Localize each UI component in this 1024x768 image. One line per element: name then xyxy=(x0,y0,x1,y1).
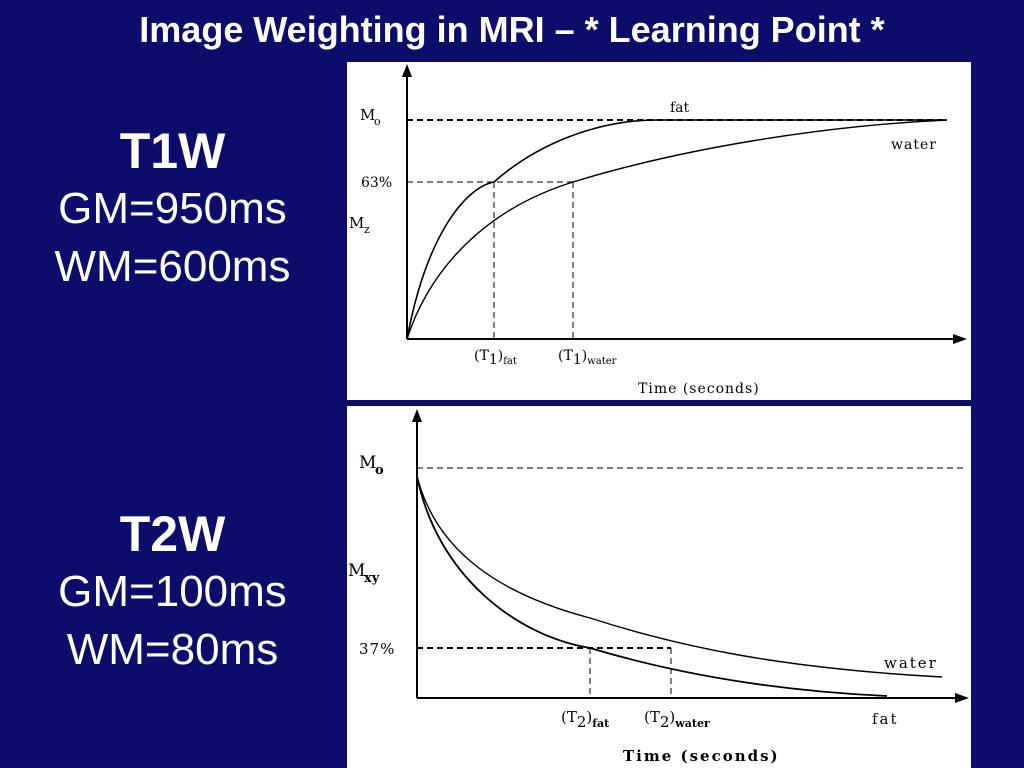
t2-m0-label: M xyxy=(359,453,376,473)
t1-water-t1-label: (T1)water xyxy=(558,348,617,368)
t1-mz-label: M xyxy=(349,214,364,232)
t1-m0-subscript: o xyxy=(374,115,381,128)
t2-37pct-label: 37% xyxy=(359,640,395,658)
t2-y-axis-arrow xyxy=(412,409,422,422)
t1-water-t1-main: (T xyxy=(558,348,573,364)
t1-fat-t1-sub: fat xyxy=(503,356,517,367)
t1-mz-subscript: z xyxy=(364,223,370,236)
t1-water-curve xyxy=(406,119,948,340)
t2-fat-curve xyxy=(416,475,888,697)
t1-recovery-diagram: M o 63% M z fat water (T1)fat (T1)water … xyxy=(347,62,971,400)
t2-water-t2-label: (T2)water xyxy=(644,708,710,731)
t1-water-series-label: water xyxy=(891,137,937,153)
t1-fat-t1-close: ) xyxy=(498,348,503,364)
t2-decay-diagram: M o M xy 37% water fat (T2)fat (T2)water… xyxy=(347,406,971,768)
t1-fat-t1-label: (T1)fat xyxy=(474,348,517,368)
t2-water-series-label: water xyxy=(884,654,938,672)
t1-water-t1-close: ) xyxy=(582,348,587,364)
t2-mxy-label: M xyxy=(348,561,365,581)
slide-title: Image Weighting in MRI – * Learning Poin… xyxy=(139,9,885,50)
t1-fat-t1-num: 1 xyxy=(489,352,498,368)
t2-fat-t2-sub: fat xyxy=(592,717,610,730)
t2-water-t2-main: (T xyxy=(644,708,660,726)
t1-gm-value: GM=950ms xyxy=(58,184,287,233)
t2-mxy-subscript: xy xyxy=(364,571,380,586)
t2-fat-t2-label: (T2)fat xyxy=(561,708,610,731)
t2-fat-t2-num: 2 xyxy=(577,713,587,731)
t1-fat-t1-main: (T xyxy=(474,348,489,364)
t2-fat-t2-main: (T xyxy=(561,708,577,726)
t1-wm-value: WM=600ms xyxy=(54,242,291,291)
t1-63pct-label: 63% xyxy=(361,175,392,191)
t1-water-t1-sub: water xyxy=(587,356,616,367)
t1-water-t1-num: 1 xyxy=(573,352,582,368)
t2-gm-value: GM=100ms xyxy=(58,567,287,616)
t2-fat-t2-close: ) xyxy=(586,708,592,726)
t1-y-axis-arrow xyxy=(402,64,412,77)
t2-x-axis-arrow xyxy=(955,693,969,703)
t1-m0-label: M xyxy=(360,106,375,124)
t2-diagram-svg: M o M xy 37% water fat (T2)fat (T2)water… xyxy=(348,409,969,765)
t1-fat-series-label: fat xyxy=(670,100,690,116)
t2-fat-series-label: fat xyxy=(872,710,899,728)
t2-x-axis-label: Time (seconds) xyxy=(623,747,780,765)
t2-water-t2-close: ) xyxy=(669,708,675,726)
t2-water-curve xyxy=(416,475,943,678)
t2-heading: T2W xyxy=(119,506,226,562)
t1-x-axis-label: Time (seconds) xyxy=(638,381,760,397)
t1-fat-curve xyxy=(406,119,947,340)
t2-wm-value: WM=80ms xyxy=(66,625,279,674)
t2-water-t2-sub: water xyxy=(674,717,710,730)
t1-weighting-block: T1W GM=950ms WM=600ms xyxy=(0,122,345,296)
t2-water-t2-num: 2 xyxy=(660,713,670,731)
t2-weighting-block: T2W GM=100ms WM=80ms xyxy=(0,505,345,679)
t1-x-axis-arrow xyxy=(953,334,967,344)
t2-m0-subscript: o xyxy=(375,463,384,478)
t1-diagram-svg: M o 63% M z fat water (T1)fat (T1)water … xyxy=(349,64,967,397)
t1-heading: T1W xyxy=(119,123,226,179)
